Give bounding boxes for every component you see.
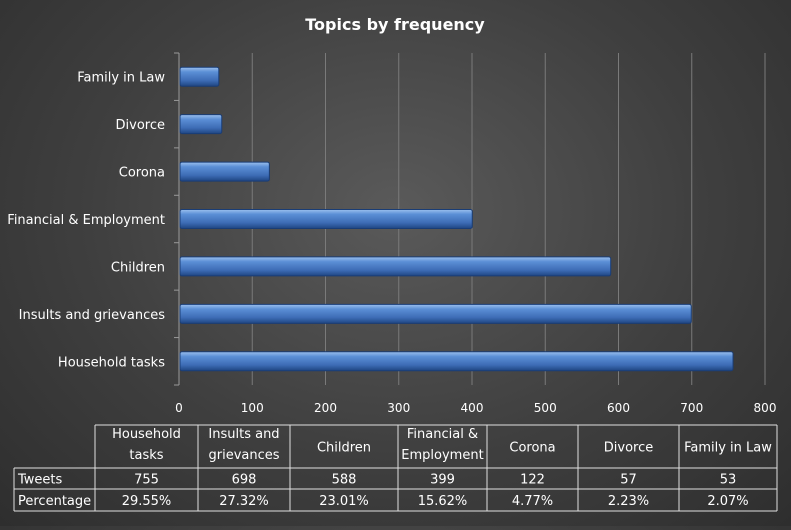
table-cell: 588: [332, 473, 357, 488]
axes: 0 100 200 300 400 500 600 700 800 Household tasks…: [7, 52, 777, 415]
x-tick-label: 0: [175, 401, 183, 415]
bar: [179, 256, 612, 277]
table-header: Divorce: [604, 441, 653, 456]
table-header: Employment: [401, 448, 483, 463]
y-category-label: Family in Law: [77, 71, 165, 86]
table-cell: 755: [134, 473, 159, 488]
x-tick-label: 300: [387, 401, 410, 415]
x-tick-label: 600: [607, 401, 630, 415]
bar: [179, 303, 692, 324]
data-table: Household tasks Insults and grievances Child…: [13, 424, 778, 512]
table-header: Insults and: [208, 427, 279, 442]
bar: [179, 351, 734, 372]
x-tick-label: 100: [241, 401, 264, 415]
table-cell: 23.01%: [319, 494, 369, 509]
table-cell: 2.23%: [608, 494, 649, 509]
y-category-label: Divorce: [116, 118, 165, 133]
table-cell: 29.55%: [122, 494, 172, 509]
y-category-label: Financial & Employment: [7, 213, 165, 228]
x-tick-label: 700: [680, 401, 703, 415]
x-tick-label: 400: [461, 401, 484, 415]
table-cell: 698: [232, 473, 257, 488]
bar: [179, 66, 220, 87]
table-header: Family in Law: [684, 441, 772, 456]
table-row-label: Percentage: [18, 494, 91, 509]
bar: [179, 209, 473, 229]
table-cell: 27.32%: [219, 494, 269, 509]
table-header: tasks: [129, 448, 163, 463]
table-row-label: Tweets: [17, 473, 63, 488]
table-cell: 15.62%: [418, 494, 468, 509]
y-category-label: Children: [111, 260, 165, 275]
table-header: Financial &: [407, 427, 478, 442]
table-cell: 53: [720, 473, 737, 488]
table-cell: 399: [430, 473, 455, 488]
bars: [179, 66, 734, 372]
bar: [179, 114, 223, 135]
table-header: grievances: [208, 448, 279, 463]
y-category-label: Corona: [119, 166, 165, 181]
table-cell: 4.77%: [512, 494, 553, 509]
table-cell: 122: [520, 473, 545, 488]
bar: [179, 161, 270, 182]
x-tick-label: 200: [314, 401, 337, 415]
x-tick-label: 800: [754, 401, 777, 415]
table-header: Household: [112, 427, 181, 442]
table-cell: 57: [620, 473, 637, 488]
table-header: Children: [317, 441, 371, 456]
y-category-label: Insults and grievances: [19, 308, 166, 323]
table-header: Corona: [509, 441, 555, 456]
table-cell: 2.07%: [707, 494, 748, 509]
chart-title: Topics by frequency: [305, 15, 485, 34]
x-tick-label: 500: [534, 401, 557, 415]
y-category-label: Household tasks: [58, 355, 165, 370]
